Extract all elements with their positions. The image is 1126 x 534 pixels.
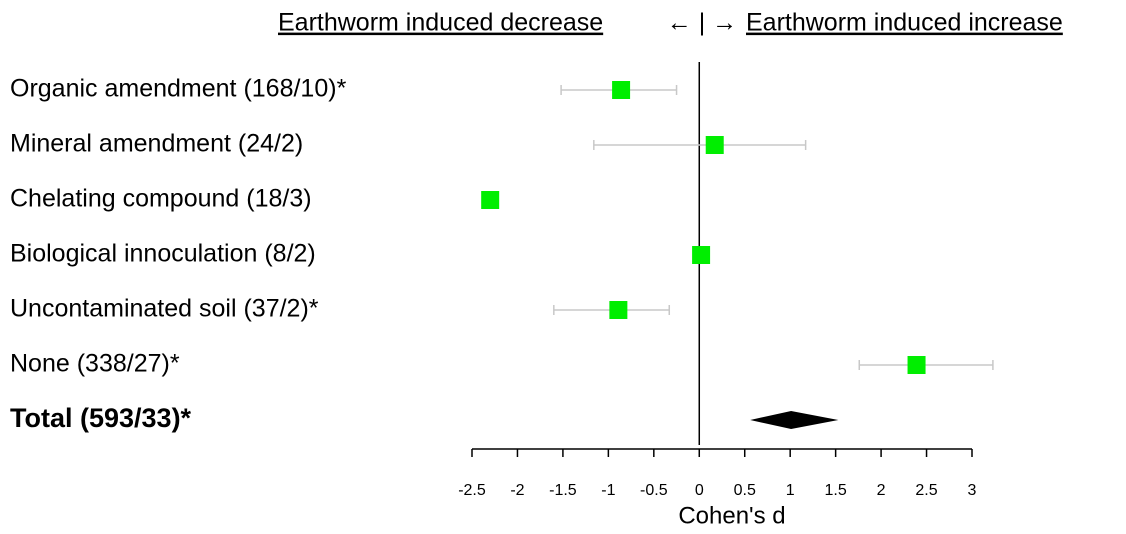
category-label: Chelating compound (18/3) bbox=[10, 185, 312, 213]
total-diamond bbox=[750, 411, 839, 429]
x-axis-label: Cohen's d bbox=[678, 502, 785, 529]
effect-square bbox=[705, 136, 724, 154]
category-label: Organic amendment (168/10)* bbox=[10, 75, 347, 103]
x-tick-label: -1.5 bbox=[549, 482, 577, 499]
category-label: Mineral amendment (24/2) bbox=[10, 130, 303, 158]
effect-square bbox=[907, 356, 926, 374]
category-label: Biological innoculation (8/2) bbox=[10, 240, 316, 268]
x-tick-label: 1.5 bbox=[825, 482, 847, 499]
x-tick-label: -0.5 bbox=[640, 482, 668, 499]
header-left: Earthworm induced decrease bbox=[278, 9, 603, 37]
x-tick-label: -2.5 bbox=[458, 482, 486, 499]
x-tick-label: 0.5 bbox=[734, 482, 756, 499]
x-tick-label: 1 bbox=[786, 482, 795, 499]
x-tick-label: 2.5 bbox=[915, 482, 937, 499]
x-tick-label: 3 bbox=[968, 482, 977, 499]
effect-square bbox=[612, 81, 631, 99]
total-label: Total (593/33)* bbox=[10, 403, 192, 433]
x-tick-label: 2 bbox=[877, 482, 886, 499]
category-label: None (338/27)* bbox=[10, 350, 180, 378]
x-tick-label: -1 bbox=[601, 482, 615, 499]
header-middle: ← | → bbox=[667, 9, 737, 37]
effect-square bbox=[609, 301, 628, 319]
x-tick-label: -2 bbox=[510, 482, 524, 499]
header-right: Earthworm induced increase bbox=[746, 9, 1063, 37]
effect-square bbox=[692, 246, 711, 264]
category-label: Uncontaminated soil (37/2)* bbox=[10, 295, 319, 323]
effect-square bbox=[481, 191, 500, 209]
x-tick-label: 0 bbox=[695, 482, 704, 499]
